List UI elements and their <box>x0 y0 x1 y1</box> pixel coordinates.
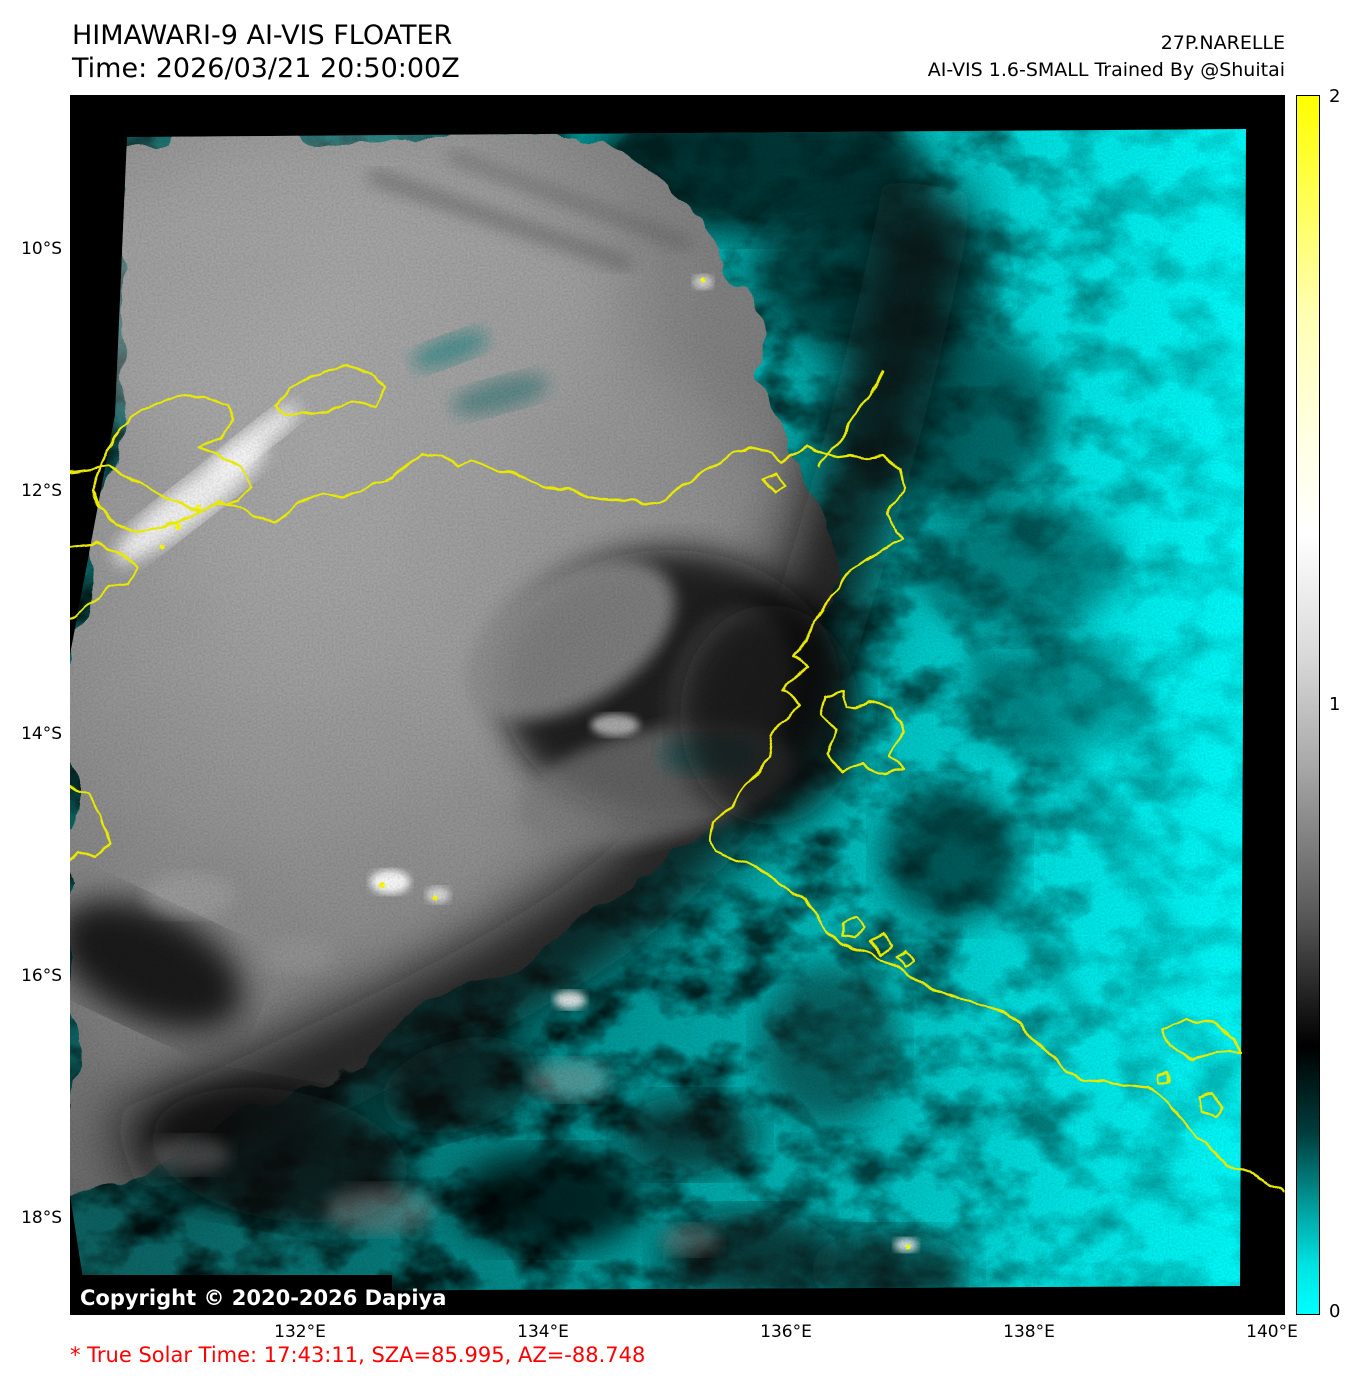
island-bentinck <box>1196 1091 1224 1119</box>
colorbar-tick-1: 1 <box>1329 694 1341 715</box>
storm-id-label: 27P.NARELLE <box>1160 32 1285 54</box>
lat-tick-14s: 14°S <box>21 724 62 744</box>
island-croker <box>762 473 786 495</box>
lat-tick-18s: 18°S <box>21 1208 62 1228</box>
lat-tick-10s: 10°S <box>21 239 62 259</box>
model-info-label: AI-VIS 1.6-SMALL Trained By @Shuitai <box>927 59 1285 81</box>
copyright-text: Copyright © 2020-2026 Dapiya <box>80 1286 446 1310</box>
coastline-overlay <box>63 365 1284 1193</box>
island-melville <box>90 393 252 535</box>
island-wellesley-small <box>1156 1069 1172 1085</box>
island-chain-wessel <box>816 371 884 469</box>
coastline-west-inner <box>63 541 138 621</box>
islands-pellew-2 <box>868 933 894 955</box>
lon-tick-140e: 140°E <box>1246 1322 1298 1342</box>
colorbar-tick-0: 0 <box>1329 1301 1341 1322</box>
colorbar-tick-2: 2 <box>1329 86 1341 107</box>
island-groote-eylandt <box>818 689 905 777</box>
page-title: HIMAWARI-9 AI-VIS FLOATER <box>72 20 453 51</box>
data-swath <box>70 129 1246 1292</box>
coastline-mainland <box>63 445 1284 1193</box>
islands-pellew-1 <box>840 915 867 939</box>
satellite-image: Copyright © 2020-2026 Dapiya <box>63 95 1285 1315</box>
lon-tick-134e: 134°E <box>517 1322 569 1342</box>
island-mornington <box>1161 1017 1242 1061</box>
islands-pellew-3 <box>894 949 916 969</box>
solar-time-note: * True Solar Time: 17:43:11, SZA=85.995,… <box>70 1343 646 1367</box>
lat-tick-12s: 12°S <box>21 481 62 501</box>
lat-tick-16s: 16°S <box>21 966 62 986</box>
map-plot-area: Copyright © 2020-2026 Dapiya <box>63 95 1285 1315</box>
copyright-badge <box>70 1275 392 1315</box>
lon-tick-132e: 132°E <box>274 1322 326 1342</box>
lon-tick-136e: 136°E <box>760 1322 812 1342</box>
island-bathurst <box>273 365 387 419</box>
colorbar <box>1296 95 1320 1315</box>
coastline-southwest-hook <box>63 781 112 867</box>
timestamp: Time: 2026/03/21 20:50:00Z <box>72 53 460 84</box>
lon-tick-138e: 138°E <box>1003 1322 1055 1342</box>
